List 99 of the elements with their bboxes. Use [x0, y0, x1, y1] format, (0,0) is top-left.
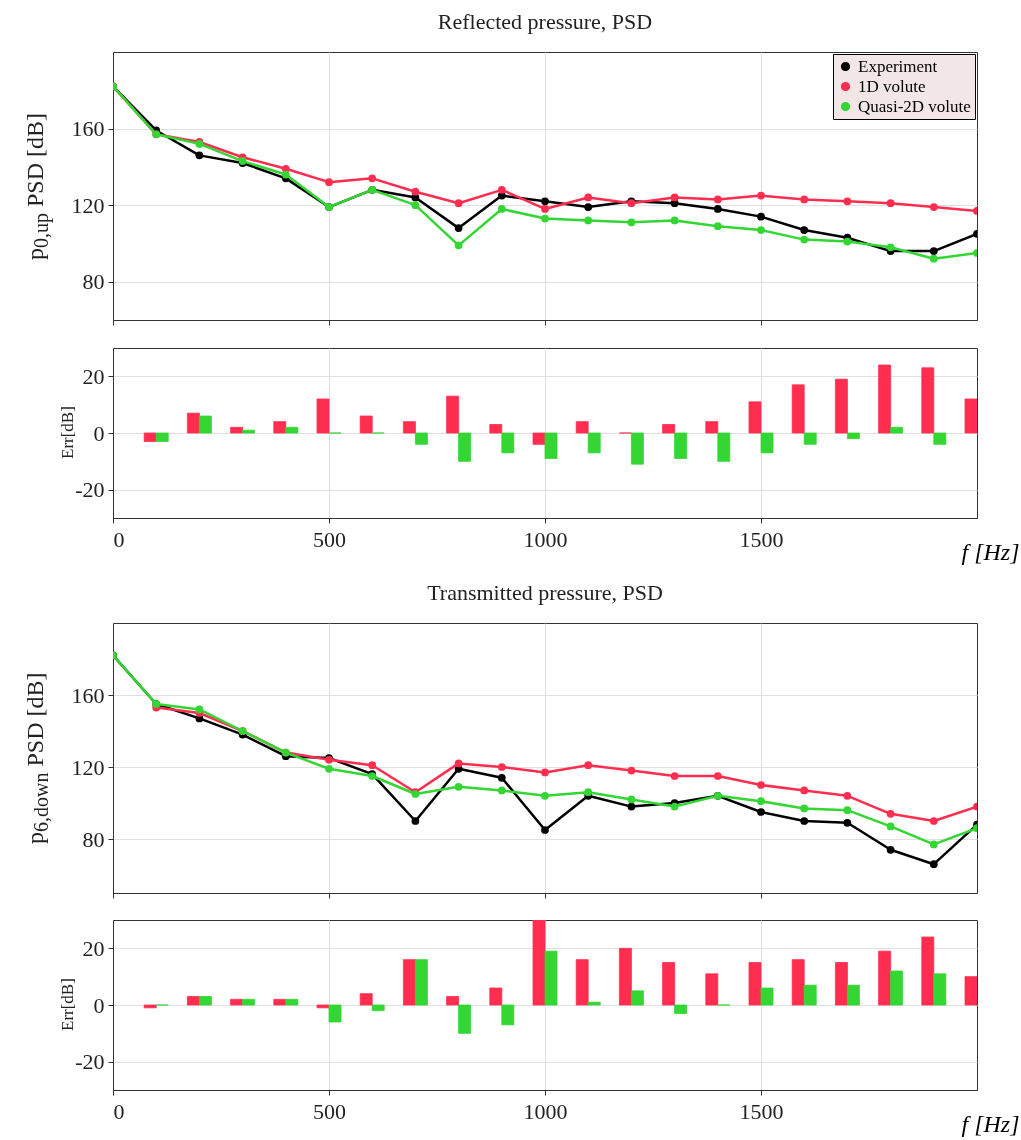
y-tick-label: 80 — [82, 269, 105, 295]
point — [670, 193, 679, 202]
point — [411, 817, 420, 825]
point — [325, 178, 333, 187]
point — [929, 840, 938, 849]
y-tick-label: 120 — [71, 192, 105, 218]
x-tick-label: 1000 — [523, 1098, 568, 1124]
y-tick-label: 20 — [82, 363, 105, 389]
point — [929, 817, 938, 825]
point — [929, 860, 938, 869]
point — [757, 212, 765, 221]
point — [325, 764, 333, 773]
point — [584, 193, 593, 202]
point — [584, 761, 593, 770]
y-axis-title: Err[dB] — [58, 406, 77, 460]
point — [454, 199, 463, 208]
point — [800, 804, 809, 813]
y-tick-label: 160 — [71, 682, 105, 708]
point — [368, 174, 377, 183]
point — [757, 191, 765, 200]
x-axis-title: f [Hz] — [961, 538, 1020, 565]
point — [843, 818, 852, 827]
legend-label: Quasi-2D volute — [858, 96, 971, 116]
point — [757, 808, 765, 816]
point — [411, 187, 420, 196]
x-tick-label: 500 — [313, 526, 346, 552]
point — [195, 705, 204, 714]
y-tick-label: 20 — [82, 935, 105, 961]
point — [843, 237, 852, 246]
legend-label: 1D volute — [858, 76, 926, 96]
point — [541, 197, 549, 206]
point — [670, 772, 679, 780]
point — [713, 772, 722, 780]
point — [929, 247, 938, 255]
point — [541, 768, 549, 777]
point — [713, 222, 722, 231]
x-tick-label: 0 — [113, 526, 125, 552]
x-tick-label: 1000 — [523, 526, 568, 552]
point — [929, 203, 938, 211]
point — [497, 773, 506, 782]
point — [800, 817, 809, 825]
point — [757, 797, 765, 806]
point — [886, 845, 895, 854]
point — [454, 782, 463, 791]
point — [843, 197, 852, 206]
point — [886, 822, 895, 831]
point — [800, 195, 809, 204]
point — [800, 235, 809, 244]
point — [454, 759, 463, 768]
point — [584, 216, 593, 225]
point — [368, 761, 377, 770]
point — [454, 224, 463, 232]
point — [800, 786, 809, 795]
point — [800, 226, 809, 234]
y-tick-label: 80 — [82, 826, 105, 852]
point — [670, 802, 679, 811]
point — [713, 205, 722, 213]
point — [929, 254, 938, 263]
point — [281, 170, 290, 179]
point — [757, 226, 765, 234]
y-tick-label: -20 — [75, 477, 105, 503]
point — [843, 791, 852, 800]
point — [497, 763, 506, 771]
y-axis-title: Err[dB] — [58, 978, 77, 1032]
point — [670, 216, 679, 225]
x-tick-label: 500 — [313, 1098, 346, 1124]
x-tick-label: 1500 — [739, 1098, 784, 1124]
point — [497, 185, 506, 194]
point — [195, 151, 204, 160]
y-tick-label: 0 — [93, 992, 105, 1018]
point — [497, 786, 506, 795]
point — [713, 195, 722, 204]
point — [541, 205, 549, 213]
chart-title: Reflected pressure, PSD — [437, 9, 653, 34]
point — [886, 199, 895, 208]
x-tick-label: 1500 — [739, 526, 784, 552]
y-tick-label: -20 — [75, 1049, 105, 1075]
point — [627, 218, 636, 227]
point — [541, 791, 549, 800]
x-tick-label: 0 — [113, 1098, 125, 1124]
y-tick-label: 0 — [93, 420, 105, 446]
legend-label: Experiment — [858, 56, 938, 76]
point — [454, 241, 463, 250]
point — [627, 802, 636, 811]
y-tick-label: 120 — [71, 754, 105, 780]
point — [541, 214, 549, 223]
point — [627, 795, 636, 804]
point — [584, 203, 593, 211]
y-tick-label: 160 — [71, 116, 105, 142]
point — [497, 205, 506, 213]
point — [886, 243, 895, 252]
point — [886, 809, 895, 818]
point — [541, 826, 549, 834]
point — [757, 781, 765, 789]
point — [627, 766, 636, 775]
point — [411, 201, 420, 210]
chart-title: Transmitted pressure, PSD — [427, 580, 663, 605]
x-axis-title: f [Hz] — [961, 1110, 1020, 1137]
point — [843, 806, 852, 815]
